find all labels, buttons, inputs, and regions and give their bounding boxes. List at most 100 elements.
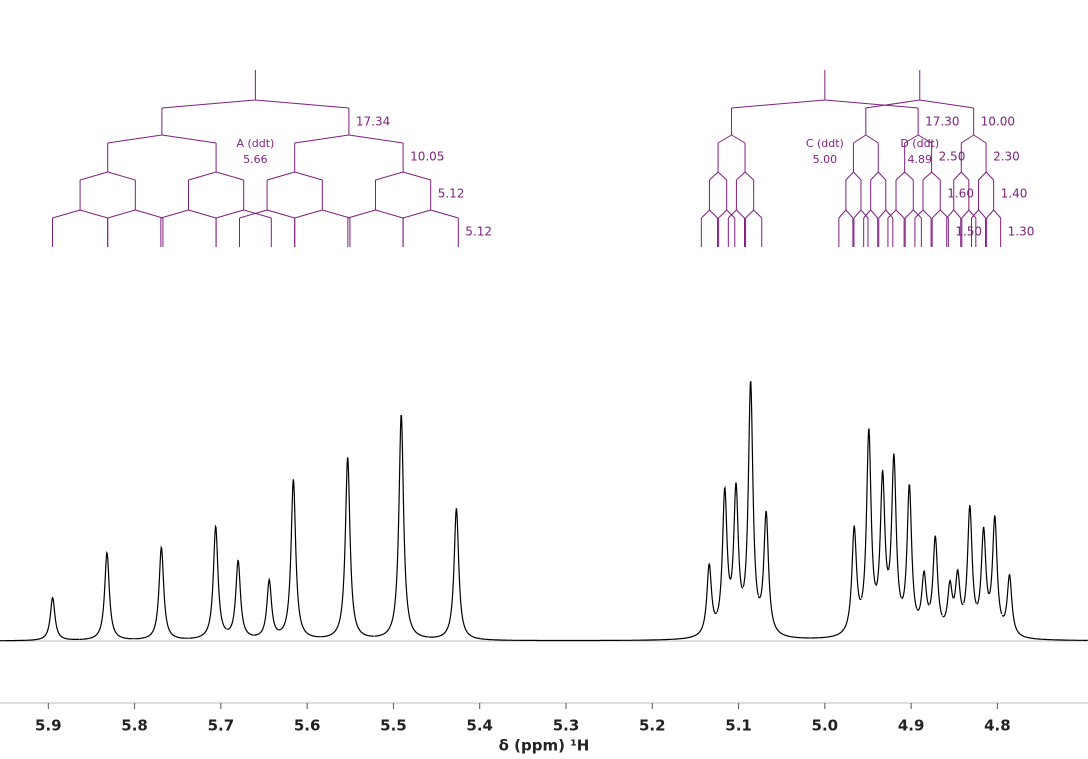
x-axis-label: δ (ppm) ¹H	[499, 737, 590, 755]
peak	[729, 482, 744, 589]
tree-split	[863, 209, 872, 219]
tree-split	[348, 134, 404, 144]
tree-split	[107, 134, 162, 144]
tree-split	[860, 209, 869, 219]
tree-split	[917, 134, 932, 144]
coupling-label: 5.12	[438, 187, 465, 201]
tree-split	[375, 209, 404, 219]
tree-split	[946, 209, 955, 219]
tree-split	[865, 134, 879, 144]
peak	[810, 525, 862, 639]
peak	[742, 380, 759, 596]
x-tick-label: 5.9	[35, 717, 62, 735]
tree-split	[161, 134, 217, 144]
coupling-label: 5.12	[465, 225, 492, 239]
peak	[582, 563, 718, 642]
coupling-label: 1.40	[1001, 187, 1028, 201]
tree-split	[912, 209, 922, 219]
tree-split	[887, 209, 897, 219]
tree-split	[731, 99, 825, 109]
coupling-label: 1.60	[947, 187, 974, 201]
tree-split	[939, 209, 949, 219]
coupling-label: 1.30	[1008, 225, 1035, 239]
peak	[953, 568, 964, 606]
tree-split	[853, 171, 862, 181]
tree-split	[865, 99, 920, 109]
coupling-label: 17.34	[356, 115, 390, 129]
tree-split	[239, 209, 268, 219]
tree-split	[993, 209, 1002, 219]
peak	[901, 484, 918, 609]
tree-split	[736, 209, 745, 219]
multiplet-shift: 5.66	[243, 153, 268, 166]
peak	[988, 515, 1003, 615]
x-tick-label: 4.8	[984, 717, 1011, 735]
tree-split	[904, 134, 919, 144]
tree-split	[375, 171, 404, 181]
tree-split	[294, 171, 323, 181]
tree-split	[79, 209, 108, 219]
multiplet-shift: 5.00	[813, 153, 838, 166]
coupling-label: 2.30	[993, 150, 1020, 164]
x-tick-label: 5.0	[812, 717, 839, 735]
coupling-label: 10.05	[410, 150, 444, 164]
tree-split	[973, 134, 987, 144]
peak	[428, 508, 583, 642]
multiplet-name: C (ddt)	[806, 137, 844, 150]
tree-split	[243, 209, 272, 219]
tree-split	[294, 134, 349, 144]
tree-split	[838, 209, 847, 219]
tree-split	[870, 209, 879, 219]
peak	[226, 559, 254, 636]
peak	[374, 414, 429, 638]
peak	[976, 526, 990, 605]
tree-split	[745, 209, 755, 219]
tree-split	[709, 209, 718, 219]
tree-split	[266, 171, 295, 181]
peak	[79, 551, 134, 640]
x-tick-label: 5.4	[466, 717, 493, 735]
tree-split	[878, 209, 887, 219]
tree-split	[978, 209, 986, 219]
tree-split	[402, 171, 431, 181]
peak	[1001, 573, 1088, 641]
tree-split	[922, 209, 932, 219]
x-tick-label: 4.9	[898, 717, 925, 735]
tree-split	[717, 134, 732, 144]
tree-split	[701, 209, 710, 219]
tree-split	[853, 209, 862, 219]
peak	[716, 485, 731, 613]
tree-split	[736, 171, 746, 181]
tree-split	[160, 209, 189, 219]
multiplet-name: D (ddt)	[900, 137, 939, 150]
multiplet-shift: 4.89	[908, 153, 933, 166]
tree-split	[931, 209, 941, 219]
tree-split	[953, 171, 962, 181]
tree-split	[985, 171, 994, 181]
tree-split	[961, 134, 974, 144]
tree-split	[347, 209, 376, 219]
tree-split	[961, 209, 970, 219]
tree-split	[161, 99, 256, 109]
tree-split	[845, 171, 854, 181]
tree-split	[853, 134, 867, 144]
x-tick-label: 5.3	[553, 717, 580, 735]
tree-split	[919, 99, 974, 109]
tree-split	[717, 171, 728, 181]
x-tick-label: 5.2	[639, 717, 666, 735]
x-tick-label: 5.6	[294, 717, 321, 735]
tree-split	[968, 209, 977, 219]
tree-split	[877, 171, 887, 181]
tree-split	[986, 209, 995, 219]
multiplet-name: A (ddt)	[236, 137, 274, 150]
peak	[253, 577, 282, 636]
coupling-label: 17.30	[925, 115, 959, 129]
tree-split	[294, 209, 323, 219]
peak	[916, 569, 930, 611]
tree-split	[744, 171, 755, 181]
tree-split	[718, 209, 728, 219]
x-tick-label: 5.5	[380, 717, 407, 735]
tree-split	[135, 209, 164, 219]
